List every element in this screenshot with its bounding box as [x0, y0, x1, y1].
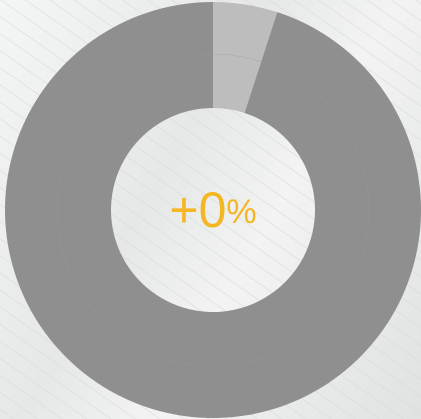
center-unit: % — [226, 193, 256, 231]
donut-widget: +0% — [0, 0, 421, 419]
center-number: +0 — [169, 182, 226, 238]
